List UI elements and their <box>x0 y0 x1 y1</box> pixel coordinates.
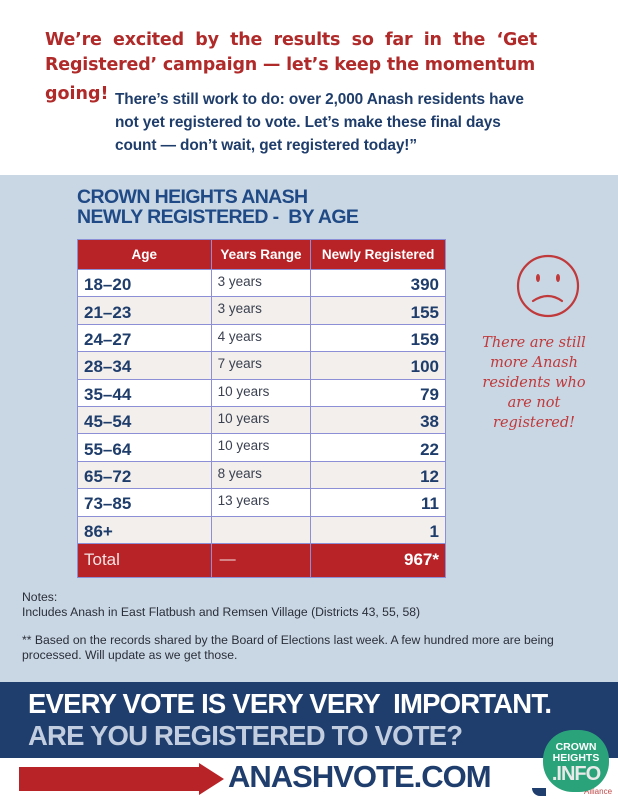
cell-count: 11 <box>310 488 446 517</box>
registration-table: Age Years Range Newly Registered 18–20 3… <box>77 239 446 578</box>
table-title-line2: NEWLY REGISTERED - BY AGE <box>77 206 359 228</box>
notes-heading: Notes: <box>22 590 58 604</box>
cell-count: 22 <box>310 433 446 462</box>
cell-range: 10 years <box>210 405 312 435</box>
table-total-row: Total — 967* <box>77 542 446 578</box>
header-age: Age <box>77 239 212 270</box>
cell-range: 13 years <box>210 488 312 517</box>
cell-range: 7 years <box>210 351 312 380</box>
banner-line1: EVERY VOTE IS VERY VERY IMPORTANT. <box>28 688 552 719</box>
cell-count: 79 <box>310 378 446 407</box>
cell-age: 45–54 <box>77 405 212 435</box>
cell-range: 10 years <box>210 378 312 407</box>
cell-age: 21–23 <box>77 296 212 325</box>
cell-count: 12 <box>310 460 446 490</box>
cell-count: 159 <box>310 323 446 353</box>
arrow-right-icon <box>19 763 224 795</box>
partner-logo-text: Alliance <box>584 787 613 796</box>
cell-count: 100 <box>310 351 446 380</box>
cell-range: 4 years <box>210 323 312 353</box>
header-newly-registered: Newly Registered <box>310 239 446 270</box>
cell-age: 55–64 <box>77 433 212 462</box>
cell-range <box>210 515 312 544</box>
cell-range: 10 years <box>210 433 312 462</box>
table-row: 45–54 10 years 38 <box>77 405 446 435</box>
total-label: Total <box>77 542 212 578</box>
table-title-line1: CROWN HEIGHTS ANASH <box>77 186 308 208</box>
table-row: 65–72 8 years 12 <box>77 460 446 490</box>
cell-count: 38 <box>310 405 446 435</box>
table-title: CROWN HEIGHTS ANASH NEWLY REGISTERED - B… <box>77 186 359 228</box>
cell-age: 65–72 <box>77 460 212 490</box>
total-range: — <box>210 542 312 578</box>
intro-headline: We’re excited by the results so far in t… <box>45 30 537 75</box>
table-row: 55–64 10 years 22 <box>77 433 446 462</box>
cell-range: 3 years <box>210 296 312 325</box>
table-row: 35–44 10 years 79 <box>77 378 446 407</box>
notes-footnote: ** Based on the records shared by the Bo… <box>22 633 554 662</box>
cell-age: 24–27 <box>77 323 212 353</box>
cell-age: 86+ <box>77 515 212 544</box>
intro-headline-end: going! <box>45 84 109 104</box>
logo-line1: CROWN <box>555 741 597 753</box>
cell-count: 390 <box>310 268 446 298</box>
cell-age: 18–20 <box>77 268 212 298</box>
cta-banner <box>0 682 618 758</box>
intro-section: We’re excited by the results so far in t… <box>0 0 618 175</box>
cell-range: 8 years <box>210 460 312 490</box>
logo-line3: .INFO <box>551 763 601 785</box>
cell-count: 155 <box>310 296 446 325</box>
cell-count: 1 <box>310 515 446 544</box>
table-row: 73–85 13 years 11 <box>77 488 446 517</box>
website-link[interactable]: ANASHVOTE.COM <box>228 759 492 794</box>
table-row: 86+ 1 <box>77 515 446 544</box>
cell-range: 3 years <box>210 268 312 298</box>
table-row: 28–34 7 years 100 <box>77 351 446 380</box>
cell-age: 35–44 <box>77 378 212 407</box>
intro-body: There’s still work to do: over 2,000 Ana… <box>115 91 524 154</box>
notes-line: Includes Anash in East Flatbush and Rems… <box>22 605 421 619</box>
cell-age: 28–34 <box>77 351 212 380</box>
total-count: 967* <box>310 542 446 578</box>
side-note-text: There are still more Anash residents who… <box>482 335 586 431</box>
cell-age: 73–85 <box>77 488 212 517</box>
table-row: 24–27 4 years 159 <box>77 323 446 353</box>
banner-line2: ARE YOU REGISTERED TO VOTE? <box>28 720 463 751</box>
frown-face-icon <box>516 254 580 318</box>
crown-heights-info-logo: CROWN HEIGHTS .INFO <box>543 730 609 792</box>
table-row: 18–20 3 years 390 <box>77 268 446 298</box>
logo-line2: HEIGHTS <box>552 752 600 764</box>
table-row: 21–23 3 years 155 <box>77 296 446 325</box>
notes-section: Notes: Includes Anash in East Flatbush a… <box>22 590 582 663</box>
header-years-range: Years Range <box>210 239 312 270</box>
table-header-row: Age Years Range Newly Registered <box>77 239 446 270</box>
partner-logo-mark <box>532 788 546 796</box>
